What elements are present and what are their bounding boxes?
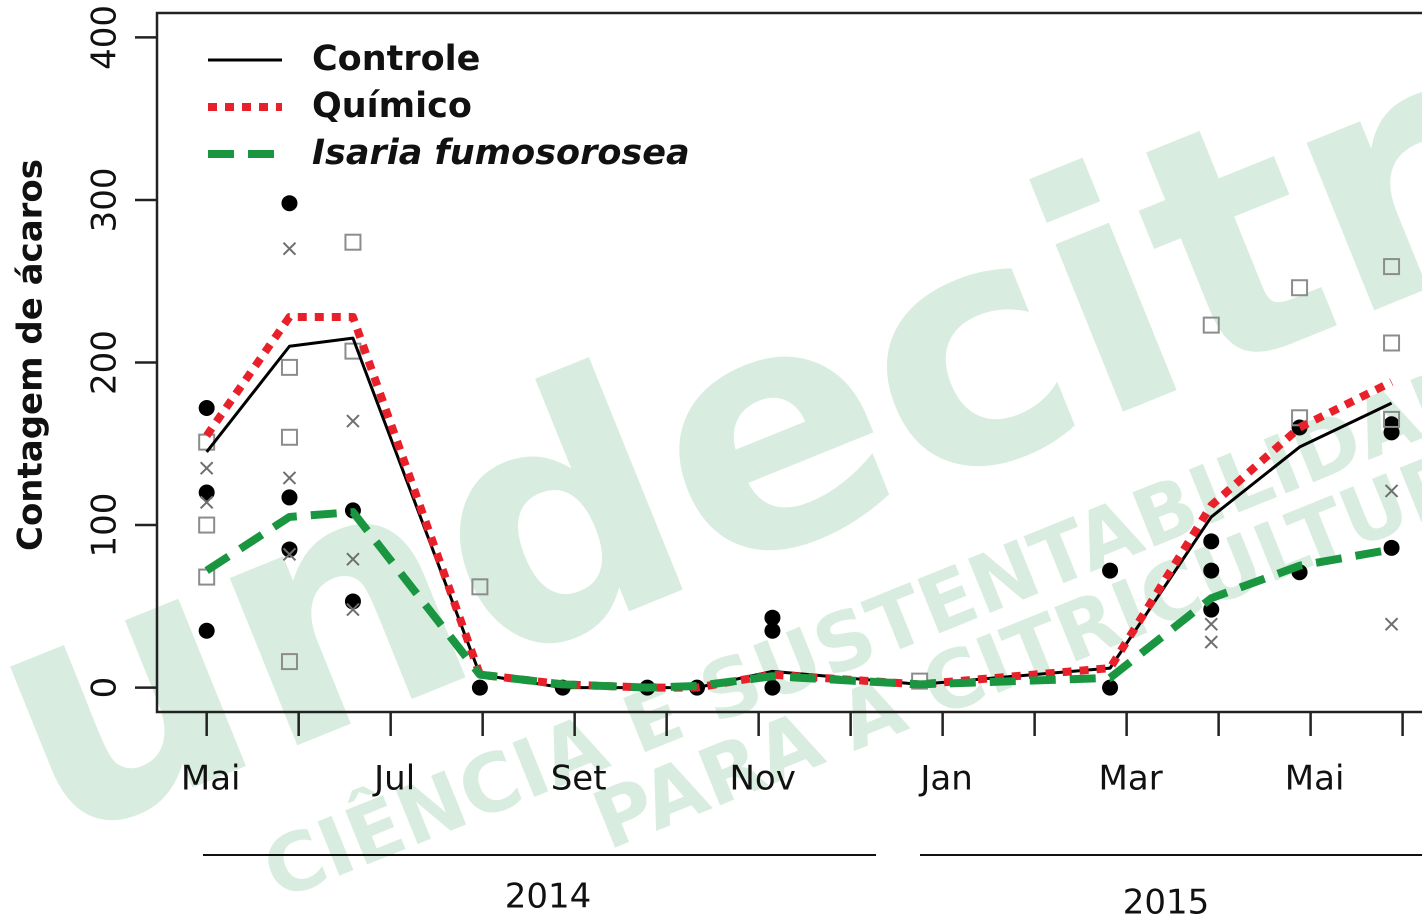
x-tick-label: Nov	[729, 759, 795, 799]
y-tick-label: 0	[85, 677, 125, 699]
legend-label: Controle	[312, 39, 480, 79]
point	[1102, 562, 1119, 579]
legend-label: Químico	[312, 86, 472, 126]
point	[1383, 539, 1400, 556]
point	[471, 679, 488, 696]
point	[471, 578, 489, 596]
point	[764, 622, 781, 639]
y-axis-label: Contagem de ácaros	[11, 159, 51, 551]
series-line	[203, 312, 1394, 692]
point	[344, 593, 361, 610]
point	[282, 471, 297, 485]
point	[1383, 424, 1400, 441]
point	[1203, 562, 1220, 579]
point	[198, 622, 215, 639]
point	[346, 602, 360, 617]
y-tick-label: 400	[85, 5, 125, 70]
year-label: 2014	[505, 877, 592, 917]
x-tick-label: Jul	[372, 759, 415, 799]
point	[346, 414, 360, 428]
point	[344, 233, 362, 251]
point	[764, 679, 781, 696]
point	[280, 358, 298, 376]
point	[198, 400, 215, 417]
point	[346, 552, 360, 566]
y-tick-label: 300	[85, 167, 125, 232]
point	[1383, 410, 1401, 428]
point	[344, 342, 362, 360]
point	[1383, 334, 1401, 352]
point	[1384, 617, 1399, 631]
point	[1102, 679, 1119, 696]
point	[282, 547, 297, 562]
series-line	[204, 508, 1393, 692]
y-tick-label: 200	[85, 330, 125, 395]
point	[1204, 617, 1218, 631]
point	[198, 516, 216, 534]
x-tick-label: Set	[551, 759, 607, 799]
x-tick-label: Mar	[1099, 759, 1163, 799]
point	[281, 195, 298, 212]
point	[199, 461, 214, 475]
y-tick-label: 100	[85, 493, 125, 558]
x-tick-label: Mai	[181, 759, 241, 799]
point	[1383, 258, 1401, 276]
legend-label: Isaria fumosorosea	[312, 133, 690, 173]
point	[281, 489, 298, 506]
point	[1291, 279, 1309, 297]
point	[1204, 635, 1218, 649]
point	[1202, 316, 1220, 334]
x-tick-label: Mai	[1285, 759, 1345, 799]
point	[764, 609, 781, 626]
point	[199, 495, 214, 510]
point	[1203, 533, 1220, 550]
year-label: 2015	[1123, 883, 1210, 922]
point	[281, 541, 298, 558]
point	[198, 484, 215, 501]
point	[282, 242, 297, 256]
x-tick-label: Jan	[918, 759, 972, 799]
point	[1384, 484, 1399, 498]
plot	[198, 195, 1401, 696]
point	[280, 653, 298, 671]
point	[280, 428, 298, 446]
